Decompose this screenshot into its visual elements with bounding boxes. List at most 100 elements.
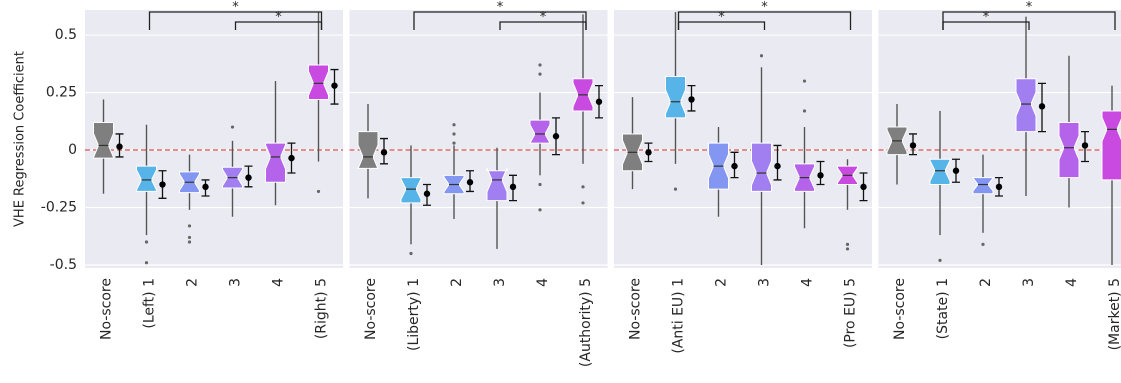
x-tick-label: 2 bbox=[185, 278, 201, 287]
significance-bracket bbox=[413, 11, 587, 30]
mean-point bbox=[552, 133, 560, 140]
x-tick-label: 4 bbox=[1064, 278, 1080, 287]
box bbox=[93, 121, 114, 159]
x-tick-label: (Pro EU) 5 bbox=[843, 278, 859, 348]
mean-point bbox=[116, 143, 123, 150]
box bbox=[265, 142, 286, 183]
box bbox=[136, 165, 157, 192]
mean-point bbox=[509, 183, 517, 191]
mean-point bbox=[466, 179, 474, 186]
x-tick-label: 4 bbox=[535, 278, 551, 287]
x-tick-label: (Authority) 5 bbox=[578, 278, 594, 367]
mean-point bbox=[1038, 103, 1046, 110]
box bbox=[1101, 110, 1121, 181]
box bbox=[486, 167, 508, 202]
box bbox=[308, 64, 329, 100]
x-tick-label: No-score bbox=[363, 278, 379, 340]
x-tick-label: 2 bbox=[978, 278, 994, 287]
x-tick-label: No-score bbox=[628, 278, 644, 340]
x-tick-label: 4 bbox=[800, 278, 816, 287]
box bbox=[400, 177, 422, 204]
outlier bbox=[845, 242, 850, 246]
box bbox=[929, 158, 951, 186]
x-tick-label: 4 bbox=[271, 278, 287, 287]
x-tick-label: 3 bbox=[757, 278, 773, 287]
plot-background bbox=[878, 10, 1121, 268]
x-tick-label: (Left) 1 bbox=[142, 278, 158, 329]
box bbox=[751, 142, 772, 192]
outlier bbox=[538, 208, 542, 212]
x-tick-label: 2 bbox=[449, 278, 465, 287]
significance-bracket bbox=[499, 21, 587, 30]
mean-point bbox=[817, 172, 824, 179]
significance-bracket bbox=[234, 21, 323, 30]
mean-point bbox=[331, 82, 338, 89]
box bbox=[1058, 121, 1080, 179]
y-tick-label: -0.25 bbox=[41, 200, 77, 216]
mean-point bbox=[380, 149, 388, 156]
mean-point bbox=[731, 162, 738, 170]
outlier bbox=[673, 187, 678, 191]
mean-point bbox=[688, 96, 695, 103]
x-tick-label: 3 bbox=[1021, 278, 1037, 287]
x-tick-label: No-score bbox=[99, 278, 115, 340]
mean-point bbox=[1081, 142, 1089, 149]
outlier bbox=[452, 132, 456, 136]
panel: No-score (State) 1 2 3 4 (Market) 5 * * bbox=[878, 0, 1121, 350]
significance-label: * bbox=[718, 10, 725, 25]
mean-point bbox=[595, 98, 603, 105]
panel: No-score (Anti EU) 1 2 3 4 (Pro EU) 5 * * bbox=[614, 0, 872, 354]
x-tick-label: No-score bbox=[892, 278, 908, 340]
panel: No-score (Left) 1 2 3 4 (Right) 5 * * bbox=[85, 0, 343, 340]
x-tick-label: (Liberty) 1 bbox=[406, 278, 422, 351]
outlier bbox=[981, 242, 985, 246]
x-tick-label: (Anti EU) 1 bbox=[671, 278, 687, 354]
outlier bbox=[452, 123, 456, 127]
outlier bbox=[938, 258, 942, 263]
outlier bbox=[144, 240, 149, 244]
outlier bbox=[316, 189, 321, 194]
significance-label: * bbox=[983, 10, 990, 25]
outlier bbox=[144, 261, 149, 265]
mean-point bbox=[995, 183, 1003, 191]
significance-bracket bbox=[942, 11, 1116, 30]
significance-bracket bbox=[148, 11, 323, 30]
mean-point bbox=[423, 190, 431, 197]
outlier bbox=[845, 247, 850, 251]
y-axis-label: VHE Regression Coefficient bbox=[13, 51, 28, 227]
mean-point bbox=[774, 162, 781, 170]
plot-background bbox=[349, 10, 608, 268]
outlier bbox=[538, 72, 542, 76]
significance-label: * bbox=[232, 0, 239, 15]
outlier bbox=[802, 109, 807, 113]
outlier bbox=[759, 54, 764, 58]
significance-label: * bbox=[1026, 0, 1033, 15]
outlier bbox=[187, 224, 192, 228]
significance-bracket bbox=[942, 21, 1030, 30]
y-tick-label: 0.25 bbox=[46, 85, 77, 101]
x-tick-label: 3 bbox=[492, 278, 508, 287]
mean-point bbox=[159, 181, 166, 188]
outlier bbox=[538, 63, 542, 67]
significance-bracket bbox=[677, 11, 852, 30]
outlier bbox=[187, 240, 192, 244]
mean-point bbox=[909, 142, 917, 149]
mean-point bbox=[860, 183, 867, 191]
x-tick-label: (Market) 5 bbox=[1107, 278, 1121, 350]
y-tick-label: 0.5 bbox=[55, 27, 77, 43]
box bbox=[357, 131, 379, 170]
outlier bbox=[187, 235, 192, 240]
box bbox=[529, 119, 551, 144]
mean-point bbox=[245, 174, 252, 181]
outlier bbox=[230, 125, 235, 129]
significance-label: * bbox=[275, 10, 282, 25]
mean-point bbox=[952, 167, 960, 174]
x-tick-label: 2 bbox=[714, 278, 730, 287]
significance-label: * bbox=[761, 0, 768, 15]
panel: No-score (Liberty) 1 2 3 4 (Authority) 5 * * bbox=[349, 0, 608, 367]
mean-point bbox=[202, 183, 209, 191]
y-tick-label: 0 bbox=[68, 142, 77, 158]
outlier bbox=[452, 141, 456, 145]
box bbox=[665, 75, 686, 119]
